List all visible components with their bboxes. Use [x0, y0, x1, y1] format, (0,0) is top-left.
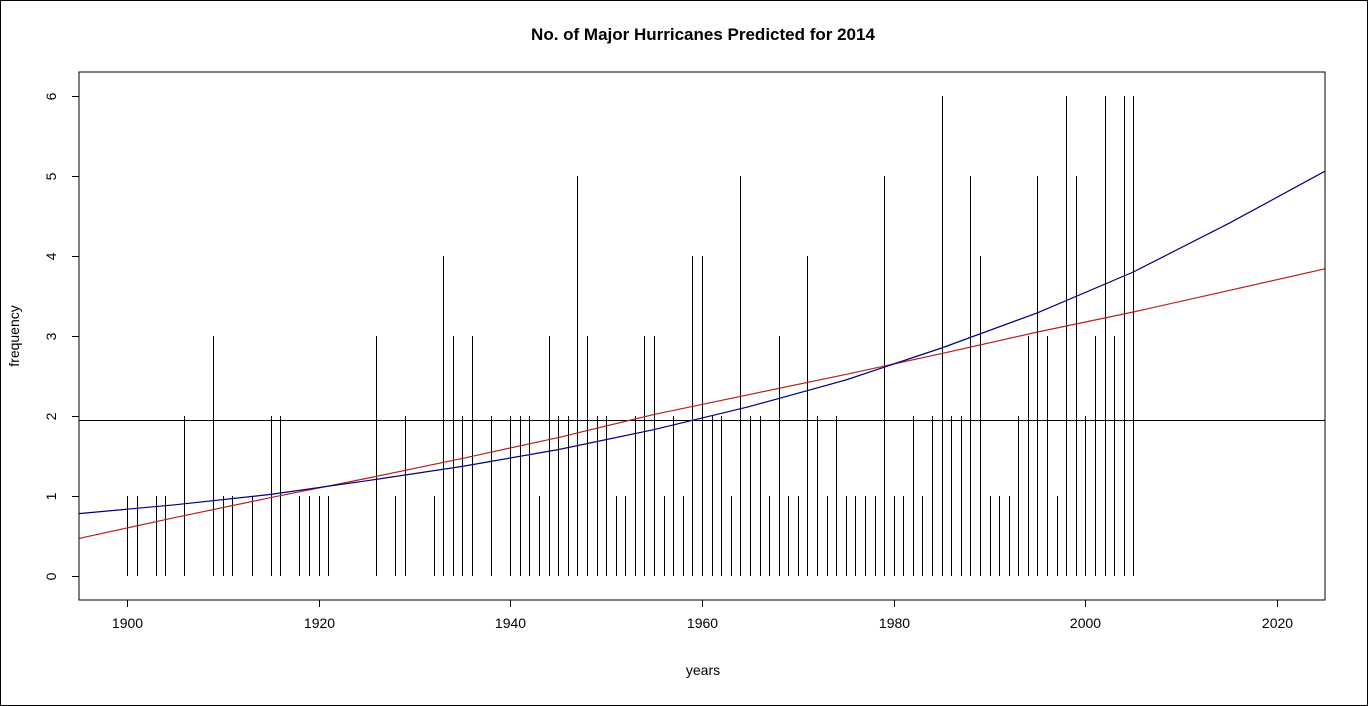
y-tick-label-5: 5: [43, 172, 59, 180]
y-tick-label-6: 6: [43, 92, 59, 100]
x-axis: 1900 1920 1940 1960 1980 2000 2020: [112, 600, 1293, 631]
x-tick-label-1920: 1920: [304, 615, 335, 631]
y-tick-label-1: 1: [43, 492, 59, 500]
exponential-trend-line: [78, 170, 1326, 515]
y-tick-label-0: 0: [43, 572, 59, 580]
chart-title: No. of Major Hurricanes Predicted for 20…: [531, 25, 875, 44]
x-tick-label-1940: 1940: [495, 615, 526, 631]
x-tick-label-1900: 1900: [112, 615, 143, 631]
y-axis: 0 1 2 3 4 5 6: [43, 92, 79, 580]
y-tick-label-2: 2: [43, 412, 59, 420]
linear-trend-line: [78, 268, 1326, 539]
y-axis-label: frequency: [6, 305, 22, 366]
lines-layer: [78, 170, 1326, 539]
x-tick-label-1960: 1960: [687, 615, 718, 631]
x-tick-label-1980: 1980: [879, 615, 910, 631]
x-tick-label-2020: 2020: [1262, 615, 1293, 631]
x-tick-label-2000: 2000: [1070, 615, 1101, 631]
y-tick-label-3: 3: [43, 332, 59, 340]
y-tick-label-4: 4: [43, 252, 59, 260]
bars-layer: [127, 96, 1134, 576]
x-axis-label: years: [686, 662, 720, 678]
